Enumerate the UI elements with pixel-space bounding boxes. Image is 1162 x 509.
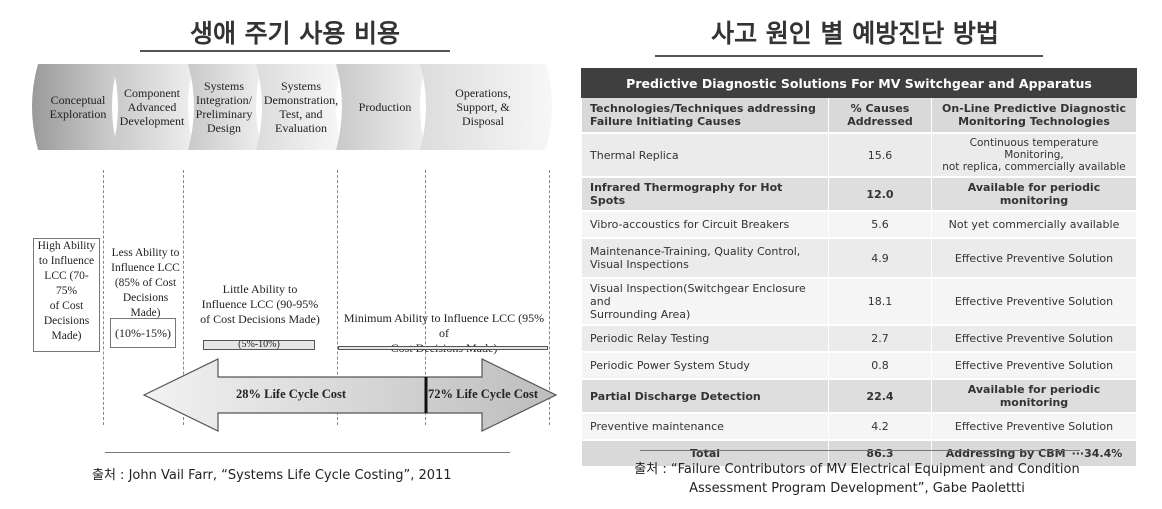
phase-divider [549, 170, 550, 425]
little-ability-range-bar: (5%-10%) [203, 340, 315, 350]
row-solution: Continuous temperature Monitoring, not r… [931, 132, 1137, 178]
left-heading-underline [140, 50, 450, 52]
row-tech: Preventive maintenance [581, 412, 829, 441]
row-pct: 5.6 [828, 210, 932, 239]
total-label: Total [581, 439, 829, 468]
column-header-pct: % Causes Addressed [828, 97, 932, 134]
stage-label-1: Conceptual Exploration [49, 93, 107, 121]
table-row: Maintenance-Training, Quality Control, V… [581, 237, 1137, 279]
row-tech: Periodic Power System Study [581, 351, 829, 380]
row-solution: Not yet commercially available [931, 210, 1137, 239]
minimum-ability-bar [338, 346, 548, 350]
row-tech: Infrared Thermography for Hot Spots [581, 176, 829, 212]
row-solution: Available for periodic monitoring [931, 378, 1137, 414]
column-header-technologies: Technologies/Techniques addressing Failu… [581, 97, 829, 134]
left-source-divider [105, 452, 510, 453]
stage-segment-6 [420, 64, 552, 150]
row-tech: Vibro-accoustics for Circuit Breakers [581, 210, 829, 239]
stage-label-2: Component Advanced Development [119, 86, 185, 128]
predictive-diagnostic-table: Predictive Diagnostic Solutions For MV S… [581, 68, 1137, 468]
row-pct: 12.0 [828, 176, 932, 212]
row-tech: Partial Discharge Detection [581, 378, 829, 414]
row-pct: 2.7 [828, 324, 932, 353]
stage-label-5: Production [358, 100, 412, 114]
row-tech: Maintenance-Training, Quality Control, V… [581, 237, 829, 279]
left-heading: 생애 주기 사용 비용 [189, 19, 401, 48]
arrow-label-28: 28% Life Cycle Cost [236, 387, 347, 401]
table-row: Thermal Replica 15.6 Continuous temperat… [581, 132, 1137, 178]
right-heading-underline [655, 55, 1043, 57]
row-pct: 4.9 [828, 237, 932, 279]
phase-divider [425, 170, 426, 425]
right-source-divider [640, 450, 1080, 451]
stage-label-6: Operations, Support, & Disposal [455, 86, 511, 128]
stage-segment-5 [336, 64, 426, 150]
row-solution: Effective Preventive Solution [931, 324, 1137, 353]
stage-segment-3 [188, 64, 262, 150]
row-solution: Available for periodic monitoring [931, 176, 1137, 212]
row-pct: 18.1 [828, 277, 932, 326]
stage-segment-1 [32, 64, 118, 150]
high-ability-box: High Ability to Influence LCC (70-75% of… [33, 238, 100, 352]
total-pct: 86.3 [828, 439, 932, 468]
lifecycle-band [32, 64, 552, 150]
row-tech: Visual Inspection(Switchgear Enclosure a… [581, 277, 829, 326]
table-title: Predictive Diagnostic Solutions For MV S… [581, 68, 1137, 98]
little-ability-text: Little Ability to Influence LCC (90-95% … [200, 282, 320, 326]
row-tech: Thermal Replica [581, 132, 829, 178]
right-source: 출처 : “Failure Contributors of MV Electri… [634, 462, 1080, 496]
table-row: Infrared Thermography for Hot Spots 12.0… [581, 176, 1137, 212]
row-pct: 0.8 [828, 351, 932, 380]
stage-label-4: Systems Demonstration, Test, and Evaluat… [263, 79, 339, 135]
minimum-ability-text: Minimum Ability to Influence LCC (95% of… [343, 311, 545, 355]
row-pct: 15.6 [828, 132, 932, 178]
table-row: Vibro-accoustics for Circuit Breakers 5.… [581, 210, 1137, 239]
table-row: Visual Inspection(Switchgear Enclosure a… [581, 277, 1137, 326]
row-solution: Effective Preventive Solution [931, 412, 1137, 441]
phase-divider [337, 170, 338, 425]
left-source: 출처 : John Vail Farr, “Systems Life Cycle… [92, 468, 452, 483]
phase-divider [183, 170, 184, 425]
stage-segment-4 [256, 64, 342, 150]
table-total-row: Total 86.3 Addressing by CBM ···34.4% [581, 439, 1137, 468]
row-solution: Effective Preventive Solution [931, 351, 1137, 380]
stage-segment-2 [112, 64, 194, 150]
row-pct: 4.2 [828, 412, 932, 441]
arrow-label-72: 72% Life Cycle Cost [428, 387, 539, 401]
stage-label-3: Systems Integration/ Preliminary Design [195, 79, 253, 135]
life-cycle-cost-arrow [142, 358, 558, 432]
total-solution: Addressing by CBM ···34.4% [931, 439, 1137, 468]
table-row: Periodic Relay Testing 2.7 Effective Pre… [581, 324, 1137, 353]
table-row: Preventive maintenance 4.2 Effective Pre… [581, 412, 1137, 441]
less-ability-text: Less Ability to Influence LCC (85% of Co… [111, 247, 180, 319]
column-header-solution: On-Line Predictive Diagnostic Monitoring… [931, 97, 1137, 134]
row-pct: 22.4 [828, 378, 932, 414]
right-heading: 사고 원인 별 예방진단 방법 [711, 19, 999, 48]
table-row: Periodic Power System Study 0.8 Effectiv… [581, 351, 1137, 380]
row-solution: Effective Preventive Solution [931, 277, 1137, 326]
less-ability-range-box: (10%-15%) [110, 318, 176, 348]
row-tech: Periodic Relay Testing [581, 324, 829, 353]
table-row: Partial Discharge Detection 22.4 Availab… [581, 378, 1137, 414]
row-solution: Effective Preventive Solution [931, 237, 1137, 279]
phase-divider [103, 170, 104, 425]
